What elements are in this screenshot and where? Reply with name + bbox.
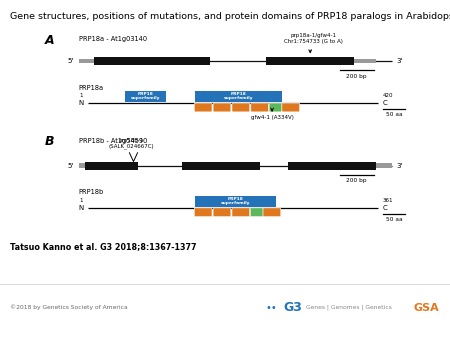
Text: prp18b-1
(SALK_024667C): prp18b-1 (SALK_024667C)	[108, 138, 154, 149]
Bar	[195, 196, 276, 207]
Bar	[182, 162, 260, 170]
Text: 361: 361	[382, 198, 393, 203]
FancyBboxPatch shape	[263, 208, 281, 217]
Bar	[266, 57, 354, 65]
Bar	[376, 163, 392, 168]
Text: N: N	[78, 100, 83, 106]
Text: Tatsuo Kanno et al. G3 2018;8:1367-1377: Tatsuo Kanno et al. G3 2018;8:1367-1377	[10, 242, 196, 251]
Text: 50 aa: 50 aa	[386, 112, 402, 117]
Bar	[354, 59, 376, 63]
Text: PRP18b: PRP18b	[79, 189, 104, 195]
FancyBboxPatch shape	[194, 208, 212, 217]
Bar	[79, 59, 94, 63]
Bar	[79, 163, 85, 168]
Bar	[195, 91, 282, 102]
Text: 200 bp: 200 bp	[346, 178, 367, 184]
Bar	[94, 57, 210, 65]
Text: B: B	[45, 135, 54, 148]
Text: 420: 420	[382, 93, 393, 98]
FancyBboxPatch shape	[194, 103, 212, 112]
FancyBboxPatch shape	[232, 103, 250, 112]
Text: PRP18
superfamily: PRP18 superfamily	[224, 92, 253, 100]
Bar	[126, 91, 166, 102]
Text: PRP18a - At1g03140: PRP18a - At1g03140	[79, 36, 147, 42]
Text: GSA: GSA	[414, 303, 440, 313]
Text: A: A	[45, 34, 54, 47]
Text: N: N	[78, 205, 83, 211]
FancyBboxPatch shape	[232, 208, 250, 217]
Text: PRP18
superfamily: PRP18 superfamily	[131, 92, 161, 100]
FancyBboxPatch shape	[282, 103, 300, 112]
Text: Gene structures, positions of mutations, and protein domains of PRP18 paralogs i: Gene structures, positions of mutations,…	[10, 12, 450, 21]
Text: C: C	[382, 100, 387, 106]
FancyBboxPatch shape	[213, 208, 231, 217]
Bar	[85, 162, 138, 170]
Text: PRP18b - At1g54590: PRP18b - At1g54590	[79, 138, 147, 144]
Text: PRP18
superfamily: PRP18 superfamily	[221, 197, 251, 205]
Text: 5': 5'	[67, 58, 73, 64]
Text: Genes | Genomes | Genetics: Genes | Genomes | Genetics	[306, 305, 392, 310]
Text: 5': 5'	[67, 163, 73, 169]
Bar	[288, 162, 376, 170]
Text: 200 bp: 200 bp	[346, 74, 367, 79]
Text: PRP18a: PRP18a	[79, 84, 104, 91]
Text: gfw4-1 (A334V): gfw4-1 (A334V)	[251, 115, 293, 120]
Text: 3': 3'	[397, 58, 403, 64]
Text: G3: G3	[284, 301, 302, 314]
FancyBboxPatch shape	[250, 208, 263, 217]
FancyBboxPatch shape	[269, 103, 282, 112]
FancyBboxPatch shape	[213, 103, 231, 112]
Text: ©2018 by Genetics Society of America: ©2018 by Genetics Society of America	[10, 305, 127, 310]
Text: 1: 1	[80, 198, 83, 203]
Text: 1: 1	[80, 93, 83, 98]
Text: C: C	[382, 205, 387, 211]
Text: 50 aa: 50 aa	[386, 217, 402, 222]
Text: ••: ••	[266, 303, 277, 313]
Text: prp18a-1/gfw4-1
Chr1:754733 (G to A): prp18a-1/gfw4-1 Chr1:754733 (G to A)	[284, 33, 343, 44]
Text: 3': 3'	[397, 163, 403, 169]
FancyBboxPatch shape	[251, 103, 269, 112]
